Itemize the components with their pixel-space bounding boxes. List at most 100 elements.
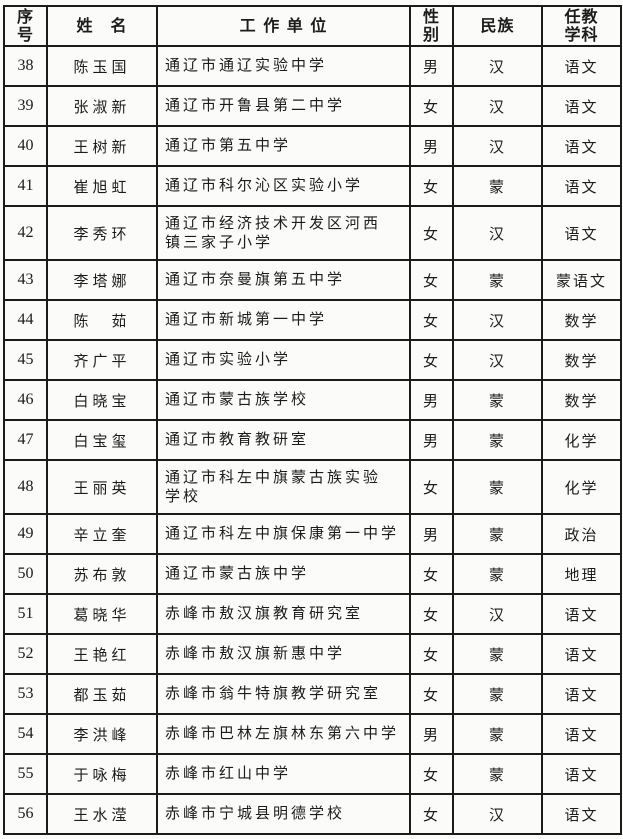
work-unit-cell: 通辽市教育教研室 bbox=[156, 419, 411, 461]
gender-cell: 女 bbox=[409, 633, 454, 675]
name-cell: 王水滢 bbox=[46, 793, 158, 835]
serial-cell: 50 bbox=[3, 553, 48, 595]
serial-cell: 54 bbox=[3, 713, 48, 755]
subject-cell: 语文 bbox=[541, 633, 622, 675]
name-cell: 辛立奎 bbox=[46, 513, 158, 555]
gender-cell: 男 bbox=[409, 513, 454, 555]
subject-cell: 语文 bbox=[541, 205, 622, 261]
name-cell: 于咏梅 bbox=[46, 753, 158, 795]
name-cell: 崔旭虹 bbox=[46, 165, 158, 207]
work-unit-cell: 赤峰市红山中学 bbox=[156, 753, 411, 795]
serial-cell: 41 bbox=[3, 165, 48, 207]
subject-cell: 语文 bbox=[541, 673, 622, 715]
gender-cell: 男 bbox=[409, 419, 454, 461]
table-row: 51 葛晓华 赤峰市敖汉旗教育研究室 女 汉 语文 bbox=[3, 593, 622, 635]
ethnicity-cell: 蒙 bbox=[452, 459, 543, 515]
work-unit-cell: 赤峰市敖汉旗新惠中学 bbox=[156, 633, 411, 675]
ethnicity-cell: 蒙 bbox=[452, 753, 543, 795]
work-unit-cell: 赤峰市敖汉旗教育研究室 bbox=[156, 593, 411, 635]
ethnicity-cell: 蒙 bbox=[452, 379, 543, 421]
serial-cell: 49 bbox=[3, 513, 48, 555]
ethnicity-cell: 汉 bbox=[452, 85, 543, 127]
gender-cell: 女 bbox=[409, 673, 454, 715]
name-cell: 白晓宝 bbox=[46, 379, 158, 421]
serial-cell: 48 bbox=[3, 459, 48, 515]
name-cell: 葛晓华 bbox=[46, 593, 158, 635]
ethnicity-cell: 蒙 bbox=[452, 165, 543, 207]
subject-cell: 地理 bbox=[541, 553, 622, 595]
ethnicity-cell: 蒙 bbox=[452, 553, 543, 595]
table-row: 38 陈玉国 通辽市通辽实验中学 男 汉 语文 bbox=[3, 45, 622, 87]
ethnicity-cell: 蒙 bbox=[452, 513, 543, 555]
name-cell: 白宝玺 bbox=[46, 419, 158, 461]
name-cell: 王丽英 bbox=[46, 459, 158, 515]
table-header: 序 号 姓 名 工 作 单 位 性 别 民族 任教 学科 bbox=[3, 5, 622, 47]
serial-cell: 46 bbox=[3, 379, 48, 421]
header-serial: 序 号 bbox=[3, 5, 48, 47]
serial-cell: 55 bbox=[3, 753, 48, 795]
header-subject: 任教 学科 bbox=[541, 5, 622, 47]
work-unit-cell: 通辽市科左中旗蒙古族实验 学校 bbox=[156, 459, 411, 515]
work-unit-cell: 通辽市科左中旗保康第一中学 bbox=[156, 513, 411, 555]
table-row: 49 辛立奎 通辽市科左中旗保康第一中学 男 蒙 政治 bbox=[3, 513, 622, 555]
work-unit-cell: 通辽市开鲁县第二中学 bbox=[156, 85, 411, 127]
table-row: 40 王树新 通辽市第五中学 男 汉 语文 bbox=[3, 125, 622, 167]
subject-cell: 数学 bbox=[541, 299, 622, 341]
work-unit-cell: 赤峰市巴林左旗林东第六中学 bbox=[156, 713, 411, 755]
table-row: 47 白宝玺 通辽市教育教研室 男 蒙 化学 bbox=[3, 419, 622, 461]
gender-cell: 女 bbox=[409, 165, 454, 207]
table-row: 42 李秀环 通辽市经济技术开发区河西 镇三家子小学 女 汉 语文 bbox=[3, 205, 622, 261]
work-unit-cell: 通辽市新城第一中学 bbox=[156, 299, 411, 341]
work-unit-cell: 通辽市实验小学 bbox=[156, 339, 411, 381]
name-cell: 李秀环 bbox=[46, 205, 158, 261]
work-unit-cell: 通辽市蒙古族学校 bbox=[156, 379, 411, 421]
subject-cell: 语文 bbox=[541, 593, 622, 635]
ethnicity-cell: 汉 bbox=[452, 205, 543, 261]
table-row: 53 都玉茹 赤峰市翁牛特旗教学研究室 女 蒙 语文 bbox=[3, 673, 622, 715]
name-cell: 都玉茹 bbox=[46, 673, 158, 715]
table-row: 43 李塔娜 通辽市奈曼旗第五中学 女 蒙 蒙语文 bbox=[3, 259, 622, 301]
work-unit-cell: 赤峰市宁城县明德学校 bbox=[156, 793, 411, 835]
serial-cell: 45 bbox=[3, 339, 48, 381]
subject-cell: 语文 bbox=[541, 713, 622, 755]
teachers-roster-table: 序 号 姓 名 工 作 单 位 性 别 民族 任教 学科 38 陈玉国 通辽市通… bbox=[3, 5, 622, 835]
ethnicity-cell: 蒙 bbox=[452, 259, 543, 301]
ethnicity-cell: 汉 bbox=[452, 339, 543, 381]
serial-cell: 38 bbox=[3, 45, 48, 87]
name-cell: 齐广平 bbox=[46, 339, 158, 381]
work-unit-cell: 通辽市第五中学 bbox=[156, 125, 411, 167]
gender-cell: 女 bbox=[409, 339, 454, 381]
table-row: 55 于咏梅 赤峰市红山中学 女 蒙 语文 bbox=[3, 753, 622, 795]
header-row: 序 号 姓 名 工 作 单 位 性 别 民族 任教 学科 bbox=[3, 5, 622, 47]
serial-cell: 40 bbox=[3, 125, 48, 167]
ethnicity-cell: 蒙 bbox=[452, 673, 543, 715]
ethnicity-cell: 蒙 bbox=[452, 713, 543, 755]
serial-cell: 44 bbox=[3, 299, 48, 341]
gender-cell: 男 bbox=[409, 45, 454, 87]
serial-cell: 47 bbox=[3, 419, 48, 461]
serial-cell: 56 bbox=[3, 793, 48, 835]
serial-cell: 43 bbox=[3, 259, 48, 301]
ethnicity-cell: 蒙 bbox=[452, 419, 543, 461]
gender-cell: 女 bbox=[409, 299, 454, 341]
table-row: 45 齐广平 通辽市实验小学 女 汉 数学 bbox=[3, 339, 622, 381]
subject-cell: 语文 bbox=[541, 165, 622, 207]
table-row: 50 苏布敦 通辽市蒙古族中学 女 蒙 地理 bbox=[3, 553, 622, 595]
subject-cell: 语文 bbox=[541, 125, 622, 167]
work-unit-cell: 通辽市奈曼旗第五中学 bbox=[156, 259, 411, 301]
serial-cell: 42 bbox=[3, 205, 48, 261]
gender-cell: 女 bbox=[409, 259, 454, 301]
gender-cell: 女 bbox=[409, 553, 454, 595]
subject-cell: 化学 bbox=[541, 459, 622, 515]
subject-cell: 蒙语文 bbox=[541, 259, 622, 301]
subject-cell: 语文 bbox=[541, 793, 622, 835]
table-row: 56 王水滢 赤峰市宁城县明德学校 女 汉 语文 bbox=[3, 793, 622, 835]
ethnicity-cell: 汉 bbox=[452, 125, 543, 167]
serial-cell: 39 bbox=[3, 85, 48, 127]
gender-cell: 女 bbox=[409, 459, 454, 515]
gender-cell: 女 bbox=[409, 593, 454, 635]
gender-cell: 女 bbox=[409, 205, 454, 261]
table-row: 41 崔旭虹 通辽市科尔沁区实验小学 女 蒙 语文 bbox=[3, 165, 622, 207]
gender-cell: 女 bbox=[409, 793, 454, 835]
subject-cell: 语文 bbox=[541, 45, 622, 87]
